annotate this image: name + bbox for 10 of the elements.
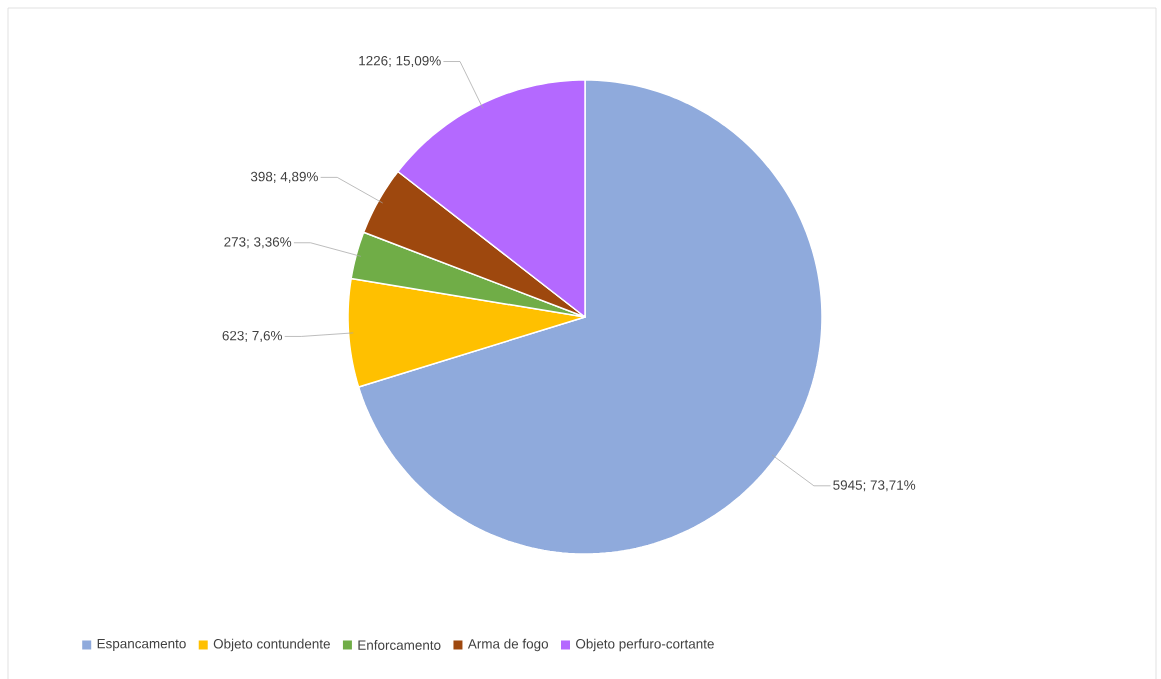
data-label: 273; 3,36% [224, 237, 292, 249]
data-label: 398; 4,89% [250, 171, 318, 183]
legend-label: Objeto perfuro-cortante [576, 638, 714, 652]
data-label: 1226; 15,09% [359, 55, 441, 68]
legend-label: Espancamento [97, 638, 186, 652]
data-label: 5945; 73,71% [833, 480, 916, 492]
legend-label: Arma de fogo [467, 638, 549, 652]
legend-label: Enforcamento [358, 640, 441, 650]
data-label: 623; 7,6% [222, 330, 282, 342]
legend-label: Objeto contundente [213, 638, 330, 652]
